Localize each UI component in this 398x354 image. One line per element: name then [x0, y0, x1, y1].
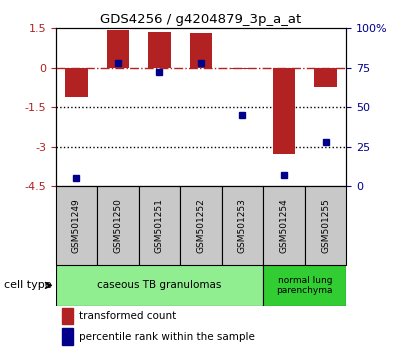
Text: normal lung
parenchyma: normal lung parenchyma — [277, 276, 333, 295]
Text: GSM501252: GSM501252 — [197, 198, 205, 253]
Text: transformed count: transformed count — [79, 311, 176, 321]
Bar — [314, 68, 337, 87]
Text: GSM501253: GSM501253 — [238, 198, 247, 253]
Bar — [65, 68, 88, 97]
FancyBboxPatch shape — [222, 186, 263, 265]
Bar — [273, 68, 295, 154]
FancyBboxPatch shape — [97, 186, 139, 265]
Text: cell type: cell type — [4, 280, 52, 290]
Text: GSM501250: GSM501250 — [113, 198, 123, 253]
FancyBboxPatch shape — [305, 186, 346, 265]
Title: GDS4256 / g4204879_3p_a_at: GDS4256 / g4204879_3p_a_at — [100, 13, 302, 26]
Bar — [107, 30, 129, 68]
Text: GSM501255: GSM501255 — [321, 198, 330, 253]
FancyBboxPatch shape — [56, 186, 97, 265]
Bar — [148, 32, 171, 68]
Text: GSM501251: GSM501251 — [155, 198, 164, 253]
FancyBboxPatch shape — [263, 186, 305, 265]
FancyBboxPatch shape — [180, 186, 222, 265]
Text: GSM501254: GSM501254 — [279, 198, 289, 253]
FancyBboxPatch shape — [56, 265, 263, 306]
Bar — [62, 329, 73, 345]
Text: percentile rank within the sample: percentile rank within the sample — [79, 332, 255, 342]
FancyBboxPatch shape — [139, 186, 180, 265]
Bar — [231, 68, 254, 69]
Text: GSM501249: GSM501249 — [72, 198, 81, 253]
FancyBboxPatch shape — [263, 265, 346, 306]
Text: caseous TB granulomas: caseous TB granulomas — [97, 280, 222, 290]
Bar — [189, 33, 213, 68]
Bar — [62, 308, 73, 324]
